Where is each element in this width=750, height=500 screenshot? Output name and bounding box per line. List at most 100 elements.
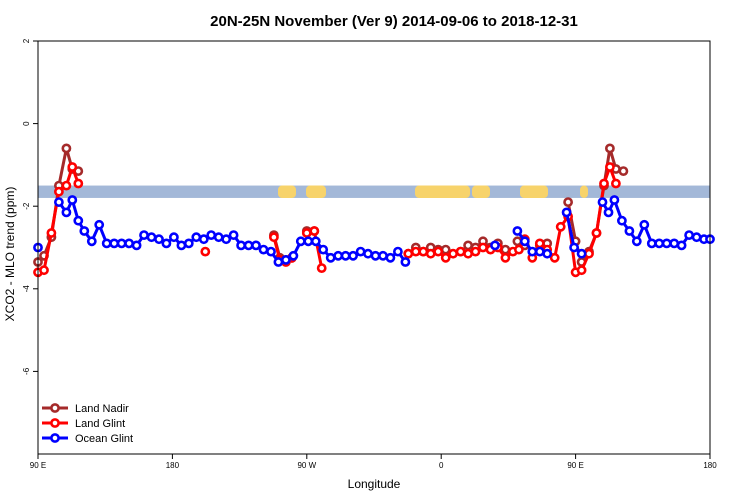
map-ocean bbox=[38, 185, 710, 198]
data-point bbox=[549, 252, 560, 263]
data-point bbox=[654, 238, 665, 249]
data-point bbox=[684, 230, 694, 240]
data-point bbox=[440, 244, 451, 255]
legend: Land Nadir Land Glint Ocean Glint bbox=[42, 403, 133, 445]
data-point bbox=[73, 215, 84, 226]
data-point bbox=[54, 197, 64, 207]
data-point bbox=[569, 242, 579, 253]
data-point bbox=[273, 257, 284, 267]
data-point bbox=[410, 246, 421, 257]
data-point bbox=[131, 240, 142, 251]
x-tick-label: 0 bbox=[439, 461, 444, 470]
data-point bbox=[168, 232, 179, 243]
data-point bbox=[576, 248, 587, 259]
series-ocean-glint bbox=[33, 195, 715, 267]
plot-area bbox=[38, 41, 710, 454]
series-layer bbox=[33, 143, 715, 278]
data-point bbox=[609, 195, 620, 205]
data-point bbox=[340, 250, 351, 261]
y-tick-label: 2 bbox=[22, 38, 31, 43]
data-point bbox=[61, 207, 72, 218]
data-point bbox=[519, 236, 530, 247]
data-point bbox=[455, 246, 466, 257]
data-point bbox=[228, 230, 239, 240]
data-point bbox=[348, 250, 358, 261]
data-point bbox=[433, 246, 444, 257]
data-point bbox=[154, 234, 164, 245]
data-point bbox=[54, 186, 64, 197]
data-point bbox=[576, 265, 587, 276]
data-point bbox=[198, 234, 209, 245]
data-point bbox=[691, 232, 702, 243]
data-point bbox=[251, 240, 261, 251]
data-point bbox=[425, 248, 436, 259]
legend-item: Ocean Glint bbox=[42, 433, 133, 445]
map-land bbox=[306, 185, 326, 198]
data-point bbox=[618, 166, 629, 176]
data-point bbox=[617, 215, 627, 226]
data-point bbox=[101, 238, 112, 249]
x-tick-label: 90 E bbox=[30, 461, 46, 470]
data-point bbox=[79, 226, 90, 236]
data-point bbox=[624, 226, 635, 236]
data-point bbox=[363, 248, 373, 259]
data-point bbox=[603, 207, 614, 218]
data-point bbox=[206, 230, 217, 240]
data-point bbox=[316, 263, 327, 273]
x-tick-label: 180 bbox=[703, 461, 717, 470]
data-point bbox=[542, 248, 553, 259]
map-land bbox=[580, 185, 588, 198]
y-axis-title: XCO2 - MLO trend (ppm) bbox=[3, 187, 17, 322]
y-tick-label: -2 bbox=[22, 202, 31, 210]
data-point bbox=[124, 238, 135, 249]
data-point bbox=[512, 226, 523, 236]
data-point bbox=[309, 226, 320, 236]
data-point bbox=[213, 232, 224, 243]
data-point bbox=[490, 240, 500, 251]
data-point bbox=[631, 236, 642, 247]
data-point bbox=[67, 162, 78, 172]
y-tick-label: -4 bbox=[22, 285, 31, 293]
data-point bbox=[385, 252, 396, 263]
data-point bbox=[514, 244, 524, 255]
chart-title: 20N-25N November (Ver 9) 2014-09-06 to 2… bbox=[210, 13, 578, 30]
map-land bbox=[415, 185, 470, 198]
data-point bbox=[280, 254, 291, 265]
map-land bbox=[472, 185, 490, 198]
y-tick-label: -6 bbox=[22, 367, 31, 375]
y-tick-label: 0 bbox=[22, 121, 31, 126]
x-tick-label: 90 W bbox=[297, 461, 316, 470]
data-point bbox=[86, 236, 97, 247]
data-point bbox=[191, 232, 202, 243]
x-tick-label: 90 E bbox=[567, 461, 583, 470]
data-point bbox=[200, 246, 211, 257]
data-point bbox=[378, 250, 388, 261]
axes-layer: 90 E 180 90 W 0 90 E 180 2 0 -2 -4 -6 bbox=[22, 38, 717, 470]
data-point bbox=[676, 240, 687, 251]
legend-swatch-point bbox=[50, 418, 60, 428]
data-point bbox=[67, 195, 78, 205]
data-point bbox=[599, 178, 609, 189]
data-point bbox=[597, 197, 608, 207]
data-point bbox=[318, 244, 329, 255]
world-map-strip bbox=[38, 185, 710, 198]
data-point bbox=[268, 232, 279, 243]
data-point bbox=[176, 240, 187, 251]
data-point bbox=[236, 240, 246, 251]
x-tick-label: 180 bbox=[166, 461, 180, 470]
data-point bbox=[61, 180, 72, 191]
data-point bbox=[139, 230, 149, 240]
data-point bbox=[310, 236, 321, 247]
data-point bbox=[605, 162, 615, 172]
data-point bbox=[534, 238, 545, 249]
data-point bbox=[561, 207, 572, 218]
legend-swatch-point bbox=[50, 433, 60, 443]
data-point bbox=[161, 238, 172, 249]
data-point bbox=[301, 228, 312, 238]
data-point bbox=[39, 265, 49, 276]
legend-swatch-point bbox=[50, 403, 60, 413]
data-point bbox=[669, 238, 680, 249]
data-point bbox=[183, 238, 194, 249]
data-point bbox=[563, 197, 573, 207]
